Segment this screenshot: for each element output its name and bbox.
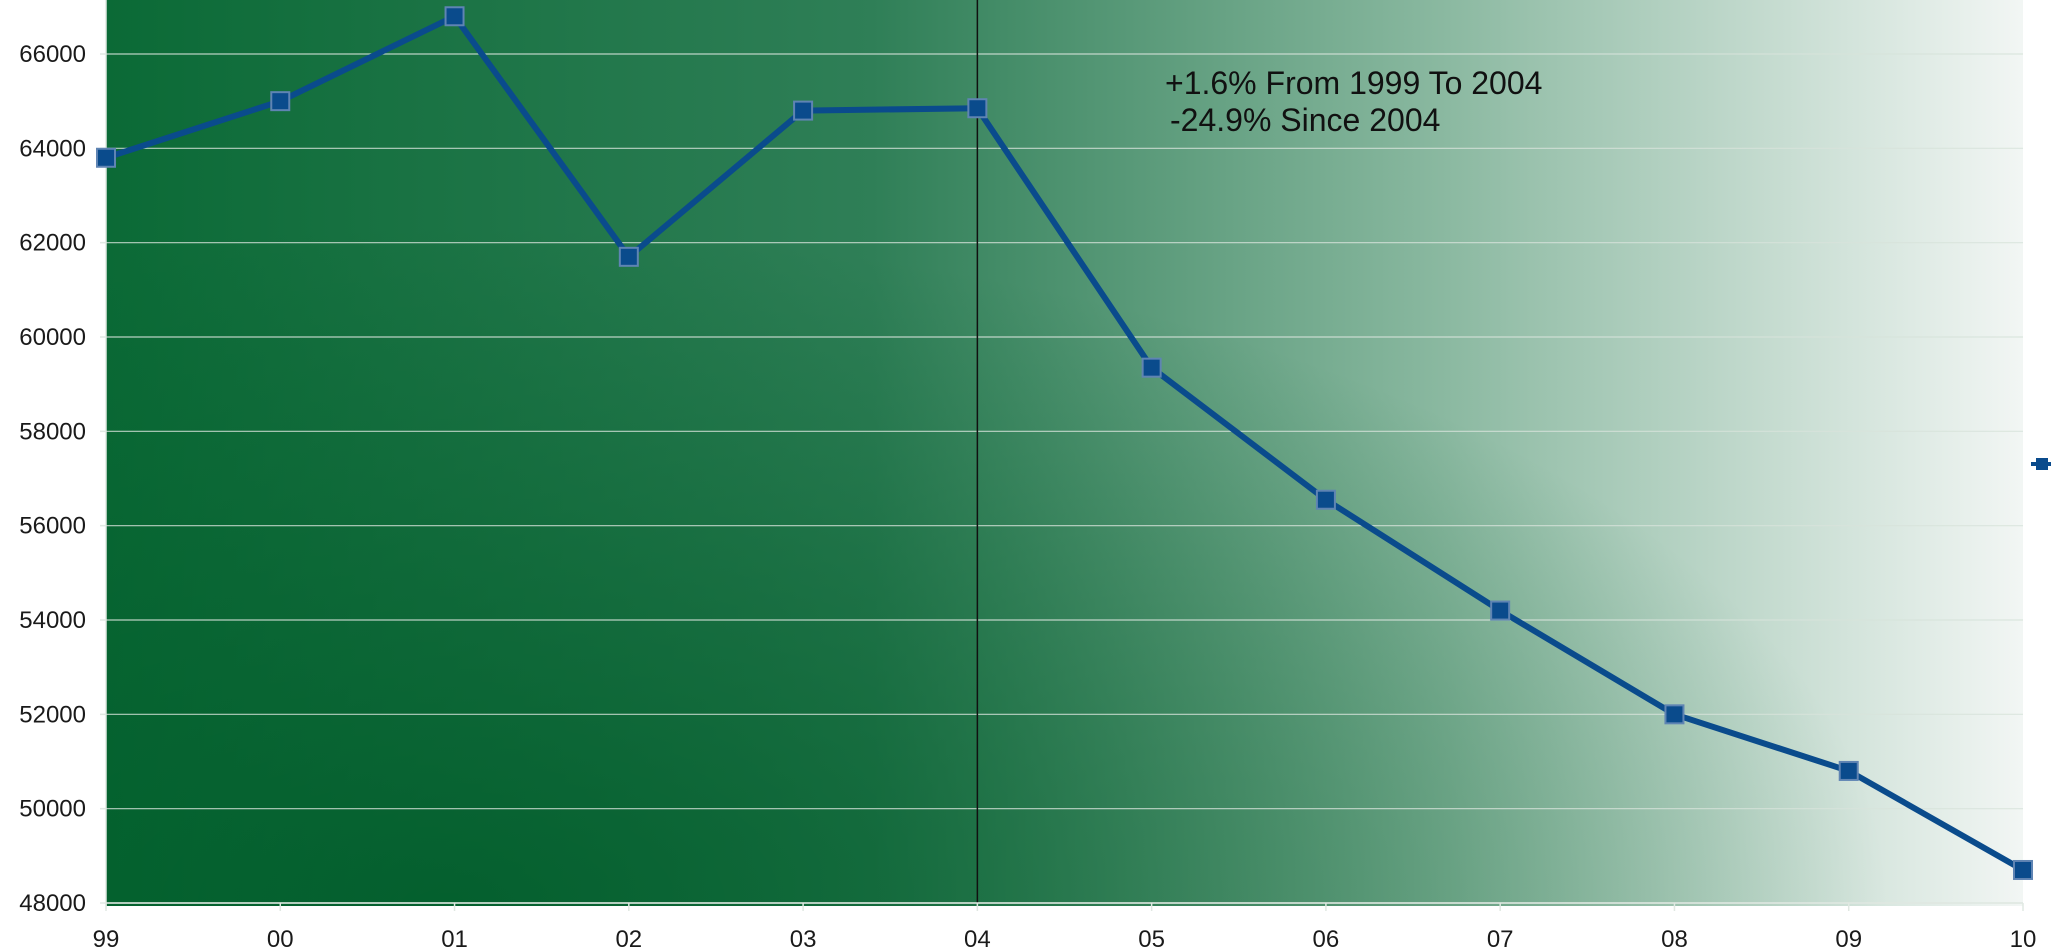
legend-marker-group: [2031, 458, 2051, 470]
y-axis-tick-labels: 48000 50000 52000 54000 56000 58000 60000 62000…: [19, 41, 86, 917]
data-point-marker: [1141, 357, 1162, 378]
data-point-marker: [96, 147, 116, 168]
x-tick-label: 03: [790, 926, 817, 952]
x-tick-label: 05: [1138, 926, 1165, 952]
data-point-marker: [1315, 489, 1336, 510]
data-point-marker: [444, 6, 465, 27]
y-tick-label: 66000: [19, 41, 86, 68]
data-series: [96, 6, 2033, 880]
x-tick-label: 02: [615, 926, 642, 952]
data-point-marker: [967, 98, 988, 119]
x-tick-label: 01: [441, 926, 468, 952]
x-tick-label: 99: [93, 926, 120, 952]
data-point-marker: [270, 91, 291, 112]
y-tick-label: 58000: [19, 418, 86, 445]
x-axis-tick-labels: 99 00 01 02 03 04 05 06 07 08 09 10: [93, 926, 2037, 952]
data-point-marker: [2013, 859, 2033, 880]
y-tick-label: 54000: [19, 607, 86, 634]
y-tick-label: 60000: [19, 324, 86, 351]
plot-area-shading: [106, 0, 2023, 906]
x-tick-label: 04: [964, 926, 991, 952]
legend-marker-swatch: [2036, 458, 2048, 470]
y-tick-label: 48000: [19, 890, 86, 917]
data-point-marker: [618, 246, 639, 267]
y-tick-label: 52000: [19, 701, 86, 728]
axes: [100, 0, 2024, 911]
annotations: +1.6% From 1999 To 2004 -24.9% Since 200…: [1165, 65, 1542, 138]
x-tick-label: 10: [2010, 926, 2037, 952]
data-point-marker: [1664, 704, 1685, 725]
y-tick-label: 56000: [19, 513, 86, 540]
y-tick-label: 50000: [19, 796, 86, 823]
annotation-change-1999-2004: +1.6% From 1999 To 2004: [1165, 65, 1542, 101]
data-point-marker: [1490, 600, 1511, 621]
x-tick-label: 07: [1487, 926, 1514, 952]
x-tick-label: 00: [267, 926, 294, 952]
y-tick-label: 64000: [19, 135, 86, 162]
series-line: [103, 13, 2026, 873]
data-point-marker: [793, 100, 814, 121]
data-point-marker: [1838, 760, 1859, 781]
x-tick-label: 06: [1313, 926, 1340, 952]
annotation-change-since-2004: -24.9% Since 2004: [1170, 102, 1440, 138]
x-tick-label: 08: [1661, 926, 1688, 952]
y-tick-label: 62000: [19, 230, 86, 257]
x-tick-label: 09: [1835, 926, 1862, 952]
